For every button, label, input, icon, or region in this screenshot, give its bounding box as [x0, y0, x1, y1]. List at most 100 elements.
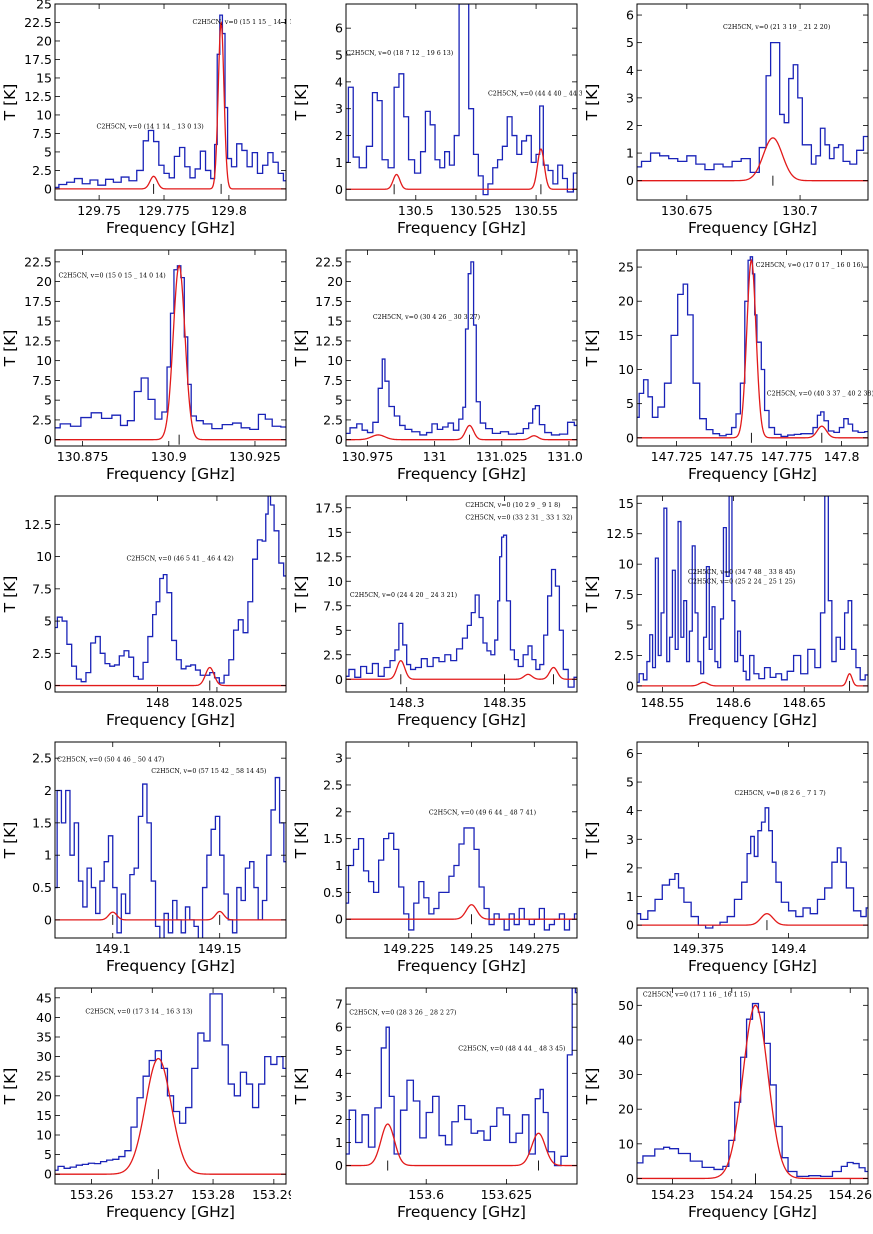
y-tick-label: 10 — [36, 1128, 52, 1143]
y-tick-label: 30 — [36, 1049, 52, 1064]
line-label: C2H5CN, v=0 (28 3 26 _ 28 2 27) — [349, 1010, 456, 1017]
x-tick-label: 129.8 — [211, 203, 247, 218]
axes-frame — [54, 987, 287, 1185]
axes-frame — [345, 495, 578, 693]
line-label: C2H5CN, v=0 (48 4 44 _ 48 3 45) — [458, 1045, 565, 1052]
model-spectrum — [55, 264, 286, 441]
x-tick-label: 129.75 — [77, 203, 121, 218]
x-tick-label: 149.15 — [198, 941, 242, 956]
spectrum-panel: 130.675 130.7 0 1 2 3 4 5 6 Frequency [GHz] T [K] C… — [582, 0, 873, 246]
y-axis-label: T [K] — [292, 84, 310, 122]
spectrum-chart: 148.55 148.6 148.65 0 2.5 5 7.5 10 12.5 15 Frequen… — [583, 495, 869, 729]
x-tick-label: 147.75 — [710, 449, 754, 464]
spectrum-panel: 148.55 148.6 148.65 0 2.5 5 7.5 10 12.5 15 Frequen… — [582, 492, 873, 738]
plot-area — [55, 14, 286, 194]
y-tick-label: 15 — [327, 525, 343, 540]
x-tick-label: 148.35 — [483, 695, 527, 710]
axes-frame — [345, 249, 578, 447]
y-tick-label: 0 — [335, 432, 343, 447]
y-tick-label: 3 — [335, 751, 343, 766]
y-tick-label: 1 — [335, 155, 343, 170]
spectrum-panel: 149.225 149.25 149.275 0 0.5 1 1.5 2 2.5 3 Frequen… — [291, 738, 582, 984]
x-axis-label: Frequency [GHz] — [688, 465, 817, 483]
y-tick-label: 2 — [335, 804, 343, 819]
x-axis-label: Frequency [GHz] — [688, 711, 817, 729]
y-tick-label: 25 — [36, 0, 52, 12]
y-tick-label: 17.5 — [315, 294, 343, 309]
x-tick-label: 148.65 — [782, 695, 826, 710]
y-tick-label: 0.5 — [323, 885, 343, 900]
axes-frame — [345, 741, 578, 939]
axes-frame — [636, 741, 869, 939]
y-tick-label: 20 — [618, 294, 634, 309]
y-tick-label: 3 — [335, 101, 343, 116]
x-axis-label: Frequency [GHz] — [106, 711, 235, 729]
y-tick-label: 20 — [36, 274, 52, 289]
y-tick-label: 0 — [44, 181, 52, 196]
model-spectrum — [346, 1123, 577, 1167]
x-tick-label: 130.925 — [229, 449, 281, 464]
x-tick-label: 131.025 — [476, 449, 528, 464]
spectrum-chart: 130.875 130.9 130.925 0 2.5 5 7.5 10 12.5 15 17.5 2… — [1, 249, 287, 483]
y-tick-label: 5 — [335, 48, 343, 63]
plot-area — [346, 827, 577, 931]
y-tick-label: 10 — [618, 1136, 634, 1151]
x-tick-label: 131 — [423, 449, 447, 464]
y-tick-label: 3 — [335, 1089, 343, 1104]
y-tick-label: 12.5 — [24, 89, 52, 104]
x-tick-label: 153.29 — [252, 1187, 291, 1202]
x-tick-label: 154.23 — [651, 1187, 695, 1202]
y-tick-label: 1 — [44, 848, 52, 863]
y-tick-label: 15 — [618, 328, 634, 343]
y-tick-label: 12.5 — [315, 549, 343, 564]
spectrum-chart: 129.75 129.775 129.8 0 2.5 5 7.5 10 12.5 15 17.5 20… — [1, 0, 291, 237]
observed-spectrum — [55, 776, 286, 938]
observed-spectrum — [346, 534, 577, 688]
x-tick-label: 130.525 — [450, 203, 502, 218]
line-label: C2H5CN, v=0 (15 0 15 _ 14 0 14) — [58, 273, 165, 280]
x-tick-label: 147.725 — [651, 449, 703, 464]
y-tick-label: 10 — [327, 353, 343, 368]
spectrum-chart: 154.23 154.24 154.25 154.26 0 10 20 30 40 50 Frequ… — [583, 987, 872, 1221]
spectrum-chart: 148.3 148.35 0 2.5 5 7.5 10 12.5 15 17.5 Frequency… — [292, 495, 578, 729]
spectrum-panel: 148 148.025 0 2.5 5 7.5 10 12.5 Frequency [GHz] T… — [0, 492, 291, 738]
y-tick-label: 2 — [626, 118, 634, 133]
x-axis-label: Frequency [GHz] — [688, 1203, 817, 1221]
line-label: C2H5CN, v=0 (24 4 20 _ 24 3 21) — [350, 592, 457, 599]
line-label: C2H5CN, v=0 (15 1 15 _ 14 1 14) — [193, 19, 291, 26]
x-tick-label: 153.26 — [70, 1187, 114, 1202]
x-axis-label: Frequency [GHz] — [688, 957, 817, 975]
y-axis-label: T [K] — [583, 330, 601, 368]
plot-area — [346, 988, 577, 1171]
spectrum-panel: 149.1 149.15 0 0.5 1 1.5 2 2.5 Frequency [GHz] T … — [0, 738, 291, 984]
spectrum-panel: 154.23 154.24 154.25 154.26 0 10 20 30 40 50 Frequ… — [582, 984, 873, 1230]
axes-frame — [636, 249, 869, 447]
y-tick-label: 0 — [44, 678, 52, 693]
plot-area — [637, 256, 868, 443]
x-tick-label: 130.5 — [398, 203, 434, 218]
y-tick-label: 0 — [626, 918, 634, 933]
y-axis-label: T [K] — [583, 822, 601, 860]
x-tick-label: 147.8 — [824, 449, 860, 464]
observed-spectrum — [637, 42, 868, 174]
spectrum-panel: 130.875 130.9 130.925 0 2.5 5 7.5 10 12.5 15 17.5 2… — [0, 246, 291, 492]
y-tick-label: 15 — [618, 496, 634, 511]
y-tick-label: 7.5 — [32, 373, 52, 388]
x-axis-label: Frequency [GHz] — [688, 219, 817, 237]
model-spectrum — [55, 20, 286, 190]
model-spectrum — [346, 148, 577, 190]
y-tick-label: 22.5 — [315, 254, 343, 269]
x-tick-label: 148.55 — [641, 695, 685, 710]
y-tick-label: 10 — [36, 107, 52, 122]
y-tick-label: 2 — [335, 128, 343, 143]
x-tick-label: 148.6 — [715, 695, 751, 710]
y-tick-label: 10 — [36, 549, 52, 564]
model-spectrum — [346, 659, 577, 680]
line-label: C2H5CN, v=0 (14 1 14 _ 13 0 13) — [97, 123, 204, 130]
spectrum-chart: 130.975 131 131.025 131.05 0 2.5 5 7.5 10 12.5 15 1… — [292, 249, 582, 483]
x-tick-label: 154.26 — [828, 1187, 872, 1202]
spectrum-chart: 149.375 149.4 0 1 2 3 4 5 6 Frequency [GHz] T [K] C… — [583, 741, 869, 975]
y-axis-label: T [K] — [583, 576, 601, 614]
x-axis-label: Frequency [GHz] — [106, 465, 235, 483]
